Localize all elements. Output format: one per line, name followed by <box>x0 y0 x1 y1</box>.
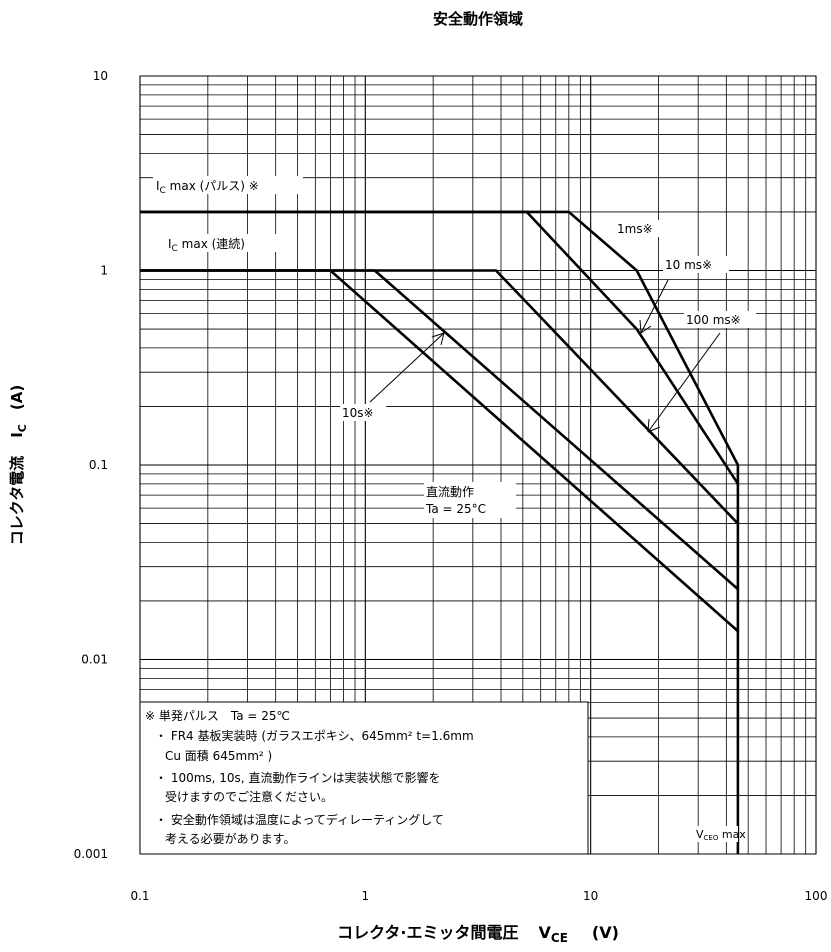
label-10s-bg <box>340 404 386 421</box>
x-tick-label: 10 <box>583 889 598 903</box>
ic-dc-label-bg <box>166 234 278 252</box>
dc-label-bg <box>424 482 516 518</box>
vceo-label-bg <box>693 826 738 842</box>
note-line-7: 考える必要があります。 <box>165 831 295 846</box>
y-axis-label: コレクタ電流IC(A) <box>8 385 29 545</box>
ic-pulse-label-bg <box>153 176 303 194</box>
label-1ms: 1ms※ <box>617 222 653 236</box>
x-tick-label: 100 <box>805 889 828 903</box>
x-tick-labels: 0.1 1 10 100 <box>130 889 827 903</box>
note-line-3: Cu 面積 645mm² ) <box>165 748 272 763</box>
arrow-10s <box>369 332 445 403</box>
notes-box-bg <box>139 701 589 855</box>
vceo-label: VCEO max <box>696 828 746 842</box>
label-1ms-bg <box>615 220 667 237</box>
y-tick-labels: 10 1 0.1 0.01 0.001 <box>74 69 108 861</box>
note-line-4: ・ 100ms, 10s, 直流動作ラインは実装状態で影響を <box>155 770 440 785</box>
arrow-10s-head <box>431 332 445 346</box>
label-10ms: 10 ms※ <box>665 258 712 272</box>
dc-label-line1: 直流動作 <box>426 485 474 499</box>
label-100ms: 100 ms※ <box>686 313 741 327</box>
note-line-2: ・ FR4 基板実装時 (ガラスエポキシ、645mm² t=1.6mm <box>155 728 474 743</box>
y-tick-label: 0.001 <box>74 847 108 861</box>
arrow-100ms <box>647 332 721 433</box>
note-line-5: 受けますのでご注意ください。 <box>165 789 333 804</box>
arrow-10ms-head <box>639 319 652 334</box>
chart-title: 安全動作領域 <box>433 10 523 28</box>
series-line-5 <box>140 269 739 633</box>
dc-label-line2: Ta = 25°C <box>425 502 486 516</box>
series-lines <box>140 210 740 854</box>
note-line-1: ※ 単発パルス Ta = 25℃ <box>145 709 290 723</box>
y-tick-label: 0.1 <box>89 458 108 472</box>
arrow-10ms <box>640 279 669 334</box>
x-axis-label: コレクタ·エミッタ間電圧 VCE (V) <box>337 923 619 945</box>
label-100ms-bg <box>684 311 756 328</box>
note-line-6: ・ 安全動作領域は温度によってディレーティングして <box>155 812 444 827</box>
notes-box: ※ 単発パルス Ta = 25℃ ・ FR4 基板実装時 (ガラスエポキシ、64… <box>139 701 589 855</box>
ic-pulse-label: IC max (パルス) ※ <box>156 179 259 196</box>
series-line-2 <box>140 210 739 485</box>
label-10ms-bg <box>663 256 729 273</box>
y-tick-label: 1 <box>100 264 108 278</box>
ic-dc-label: IC max (連続) <box>168 237 245 254</box>
arrow-100ms-head <box>647 418 661 433</box>
y-tick-label: 0.01 <box>81 653 108 667</box>
y-tick-label: 10 <box>93 69 108 83</box>
x-tick-label: 0.1 <box>130 889 149 903</box>
label-10s: 10s※ <box>342 406 374 420</box>
x-tick-label: 1 <box>362 889 370 903</box>
